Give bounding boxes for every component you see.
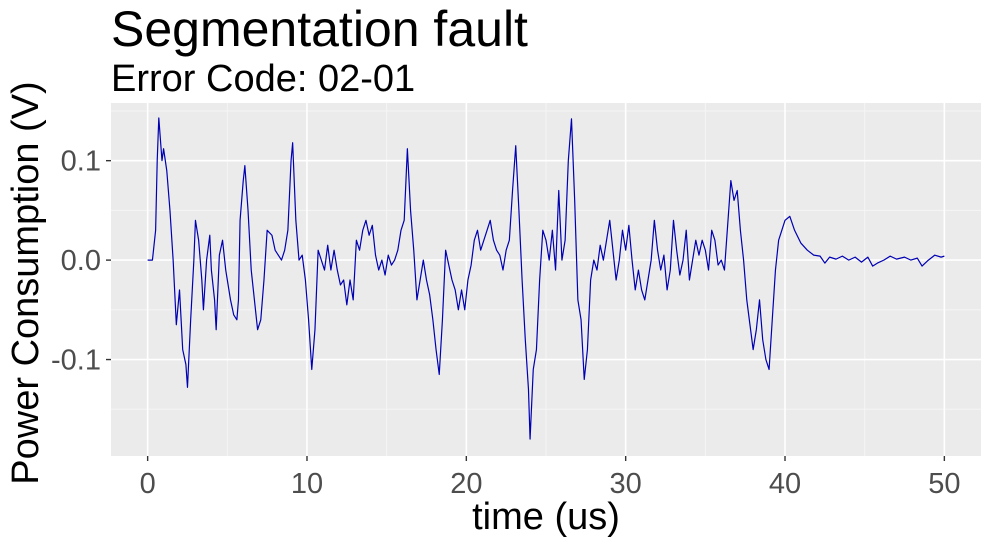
y-axis-ticks — [106, 159, 111, 361]
x-tick-label: 10 — [291, 468, 323, 500]
series-line-0 — [147, 117, 945, 440]
series-layer — [147, 117, 945, 440]
y-tick-label: 0.1 — [61, 146, 101, 178]
chart-subtitle: Error Code: 02-01 — [111, 58, 415, 100]
x-tick-label: 20 — [450, 468, 482, 500]
y-tick-label: 0.0 — [61, 245, 101, 277]
minor-gridlines — [111, 103, 981, 456]
x-tick-label: 0 — [140, 468, 156, 500]
major-gridlines — [111, 103, 981, 456]
chart-title: Segmentation fault — [111, 1, 528, 57]
x-tick-label: 30 — [610, 468, 642, 500]
x-axis-tick-labels: 0 10 20 30 40 50 — [140, 468, 961, 500]
y-axis-title: Power Consumption (V) — [5, 81, 47, 484]
x-tick-label: 40 — [769, 468, 801, 500]
x-axis-title: time (us) — [472, 496, 620, 538]
y-axis-tick-labels: -0.1 0.0 0.1 — [51, 146, 101, 377]
x-axis-ticks — [146, 456, 946, 461]
x-tick-label: 50 — [928, 468, 960, 500]
y-tick-label: -0.1 — [51, 345, 101, 377]
